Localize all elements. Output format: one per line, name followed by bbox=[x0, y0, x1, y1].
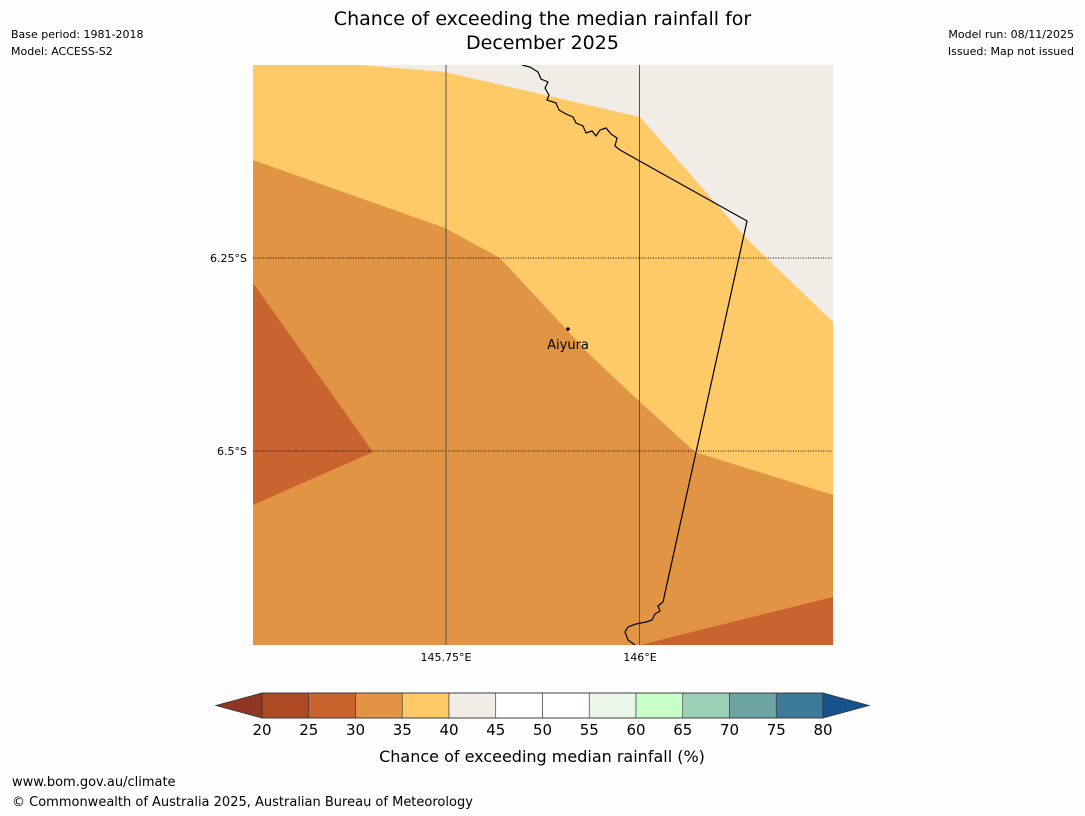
colorbar-tick-label: 20 bbox=[252, 721, 271, 739]
colorbar-cell bbox=[729, 692, 777, 719]
title-line-2: December 2025 bbox=[466, 32, 619, 54]
lon-label-146: 146°E bbox=[623, 651, 656, 664]
colorbar-tick-label: 40 bbox=[439, 721, 458, 739]
footer-url[interactable]: www.bom.gov.au/climate bbox=[12, 775, 176, 790]
zone-35-40 bbox=[253, 65, 833, 495]
colorbar-tick-label: 30 bbox=[346, 721, 365, 739]
colorbar-cell bbox=[635, 692, 684, 719]
colorbar-cell bbox=[308, 692, 356, 719]
colorbar-tick-label: 60 bbox=[626, 721, 645, 739]
model-run: Model run: 08/11/2025 bbox=[948, 28, 1074, 41]
colorbar-cells bbox=[261, 692, 824, 719]
model-name: Model: ACCESS-S2 bbox=[11, 45, 113, 58]
footer-copyright: © Commonwealth of Australia 2025, Austra… bbox=[12, 795, 473, 810]
base-period: Base period: 1981-2018 bbox=[11, 28, 144, 41]
colorbar-tick-label: 55 bbox=[580, 721, 599, 739]
map-area[interactable]: Aiyura bbox=[253, 65, 833, 645]
colorbar-cell bbox=[682, 692, 730, 719]
colorbar-tick-label: 45 bbox=[486, 721, 505, 739]
colorbar-cell bbox=[401, 692, 450, 719]
aiyura-label: Aiyura bbox=[547, 338, 589, 353]
colorbar-over-arrow bbox=[822, 692, 871, 719]
colorbar-tick-label: 70 bbox=[720, 721, 739, 739]
colorbar-cell bbox=[448, 692, 497, 719]
zone-25-30-west bbox=[253, 283, 373, 505]
footer: www.bom.gov.au/climate © Commonwealth of… bbox=[12, 773, 473, 813]
colorbar-tick-label: 80 bbox=[813, 721, 832, 739]
issued-status: Issued: Map not issued bbox=[947, 45, 1074, 58]
colorbar-tick-label: 75 bbox=[767, 721, 786, 739]
meta-left: Base period: 1981-2018 Model: ACCESS-S2 bbox=[11, 26, 143, 60]
colorbar-tick-label: 25 bbox=[299, 721, 318, 739]
colorbar-cell bbox=[495, 692, 543, 719]
map-title: Chance of exceeding the median rainfall … bbox=[0, 7, 1085, 55]
colorbar-tick-label: 65 bbox=[673, 721, 692, 739]
colorbar-cell bbox=[542, 692, 590, 719]
meta-right: Model run: 08/11/2025 Issued: Map not is… bbox=[948, 26, 1074, 60]
colorbar-label: Chance of exceeding median rainfall (%) bbox=[379, 747, 705, 766]
colorbar-cell bbox=[588, 692, 637, 719]
colorbar-under-arrow bbox=[214, 692, 263, 719]
zone-40-45 bbox=[360, 65, 833, 322]
zone-25-30-southeast bbox=[640, 597, 833, 645]
colorbar-tick-label: 50 bbox=[533, 721, 552, 739]
lon-label-145-75: 145.75°E bbox=[421, 651, 472, 664]
colorbar: 20 25 30 35 40 45 50 55 60 65 70 75 80 Chance of exc… bbox=[214, 692, 871, 766]
colorbar-ticks: 20 25 30 35 40 45 50 55 60 65 70 75 80 bbox=[252, 721, 832, 739]
colorbar-cell bbox=[775, 692, 824, 719]
colorbar-cell bbox=[261, 692, 310, 719]
colorbar-tick-label: 35 bbox=[393, 721, 412, 739]
province-border bbox=[521, 65, 748, 645]
lat-label-6-5: 6.5°S bbox=[217, 445, 247, 458]
colorbar-cell bbox=[355, 692, 403, 719]
lat-label-6-25: 6.25°S bbox=[210, 252, 247, 265]
colorbar-outline bbox=[261, 692, 824, 719]
aiyura-marker[interactable] bbox=[566, 327, 570, 331]
title-line-1: Chance of exceeding the median rainfall … bbox=[333, 8, 752, 30]
